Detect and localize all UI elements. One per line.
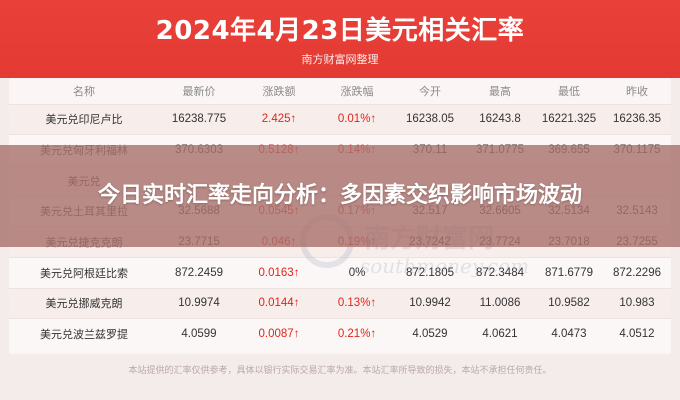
rate-cell: 16238.05: [395, 103, 465, 135]
rate-cell: 0.0144↑: [239, 287, 319, 319]
rate-cell: 872.3484: [465, 256, 535, 289]
rate-cell: 4.0621: [465, 318, 535, 350]
column-header: 最高: [489, 84, 511, 98]
rate-cell: 10.983: [603, 287, 671, 319]
disclaimer-footer: 本站提供的汇率仅供参考，具体以银行实际交易汇率为准。本站汇率所导致的损失，本站不…: [128, 366, 552, 376]
rate-cell: 10.9942: [395, 287, 465, 319]
rate-cell: 10.9974: [159, 287, 239, 319]
currency-pair-name: 美元兑波兰兹罗提: [9, 318, 159, 350]
rate-cell: 4.0512: [603, 318, 671, 350]
rate-cell: 4.0473: [535, 318, 603, 350]
rate-cell: 872.1805: [395, 256, 465, 289]
rate-cell: 871.6779: [535, 256, 603, 289]
rate-cell: 0.21%↑: [319, 318, 395, 350]
rate-cell: 11.0086: [465, 287, 535, 319]
rate-cell: 872.2459: [159, 256, 239, 289]
column-header: 今开: [419, 84, 441, 98]
rate-cell: 0.13%↑: [319, 287, 395, 319]
rate-cell: 10.9582: [535, 287, 603, 319]
rate-cell: 2.425↑: [239, 103, 319, 135]
rate-cell: 16236.35: [603, 103, 671, 135]
rate-cell: 16221.325: [535, 103, 603, 135]
column-header: 涨跌幅: [340, 84, 374, 98]
column-header: 名称: [73, 84, 95, 98]
rate-cell: 16238.775: [159, 103, 239, 135]
header-bar: 2024年4月23日美元相关汇率 南方财富网整理: [0, 0, 680, 78]
headline-text: 今日实时汇率走向分析：多因素交织影响市场波动: [97, 183, 582, 208]
currency-pair-name: 美元兑挪威克朗: [9, 287, 159, 319]
rate-cell: 0%: [319, 256, 395, 289]
table-row: 美元兑印尼卢比 16238.775 2.425↑ 0.01%↑ 16238.05 1624…: [9, 103, 671, 135]
rate-cell: 0.0087↑: [239, 318, 319, 350]
page-title: 2024年4月23日美元相关汇率: [155, 16, 525, 46]
column-header: 昨收: [626, 84, 648, 98]
table-row: 美元兑阿根廷比索 872.2459 0.0163↑ 0% 872.1805 872.348…: [9, 256, 671, 289]
rate-cell: 4.0529: [395, 318, 465, 350]
table-header-row: 名称 最新价 涨跌额 涨跌幅 今开 最高 最低 昨收: [9, 78, 671, 104]
table-row: 美元兑挪威克朗 10.9974 0.0144↑ 0.13%↑ 10.9942 11.008…: [9, 287, 671, 319]
rate-cell: 16243.8: [465, 103, 535, 135]
rate-cell: 0.0163↑: [239, 256, 319, 289]
column-header: 涨跌额: [262, 84, 296, 98]
column-header: 最新价: [182, 84, 216, 98]
rate-cell: 4.0599: [159, 318, 239, 350]
source-label: 南方财富网整理: [301, 53, 379, 66]
currency-pair-name: 美元兑阿根廷比索: [9, 256, 159, 289]
column-header: 最低: [558, 84, 580, 98]
rate-cell: 872.2296: [603, 256, 671, 289]
table-row: 美元兑波兰兹罗提 4.0599 0.0087↑ 0.21%↑ 4.0529 4.0621 4…: [9, 318, 671, 350]
headline-banner: 今日实时汇率走向分析：多因素交织影响市场波动: [0, 145, 680, 247]
rate-cell: 0.01%↑: [319, 103, 395, 135]
currency-pair-name: 美元兑印尼卢比: [9, 103, 159, 135]
